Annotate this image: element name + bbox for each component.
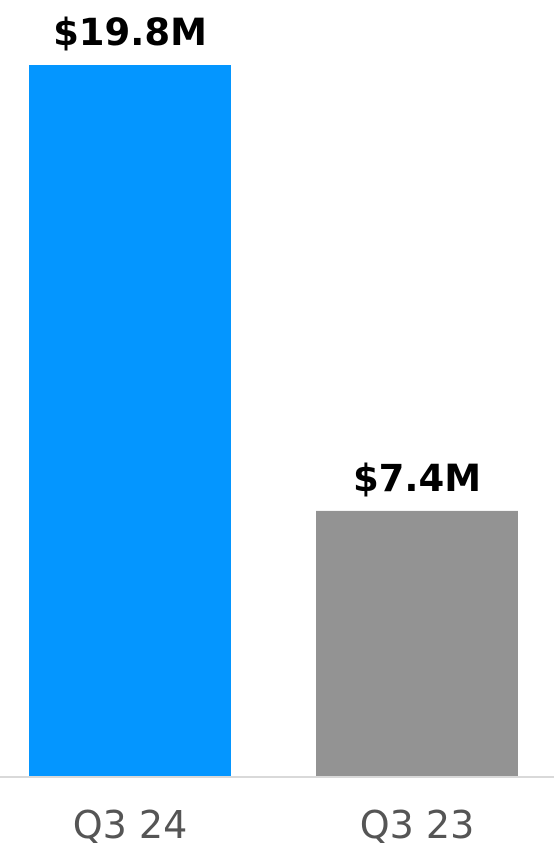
value-labels-group: $19.8M $7.4M (53, 11, 481, 500)
x-tick-label-q3-23: Q3 23 (360, 803, 475, 845)
data-label-q3-23: $7.4M (353, 457, 481, 500)
bar-q3-24 (29, 65, 231, 777)
bar-q3-23 (316, 510, 518, 777)
data-label-q3-24: $19.8M (53, 11, 207, 54)
bars-group (29, 65, 518, 777)
x-tick-labels-group: Q3 24 Q3 23 (73, 803, 475, 845)
x-tick-label-q3-24: Q3 24 (73, 803, 188, 845)
